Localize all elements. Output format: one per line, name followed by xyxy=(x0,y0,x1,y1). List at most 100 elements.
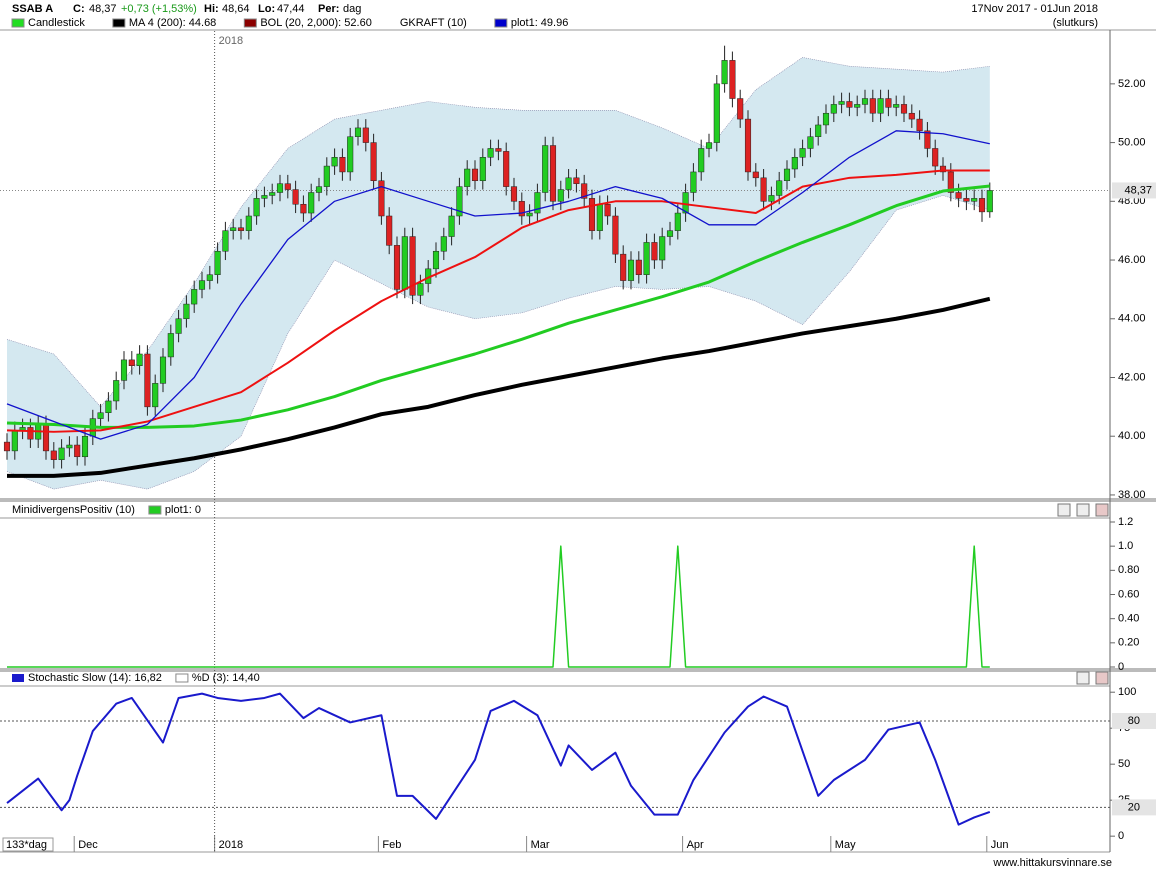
candle-body xyxy=(939,165,947,173)
x-tick-label: Dec xyxy=(78,839,98,851)
candle-body xyxy=(386,215,393,246)
candle-body xyxy=(635,259,642,275)
candle-body xyxy=(900,104,908,114)
candle-body xyxy=(885,98,892,108)
candle-body xyxy=(97,412,104,419)
low: 47,44 xyxy=(277,3,305,15)
candle-body xyxy=(471,168,479,182)
candle-body xyxy=(916,118,923,132)
legend-swatch xyxy=(243,18,257,28)
candle-body xyxy=(479,157,486,182)
candle-body xyxy=(175,318,182,334)
level-box xyxy=(1112,712,1156,729)
candle-body xyxy=(66,444,73,449)
high: 48,64 xyxy=(222,3,250,15)
candle-body xyxy=(682,192,689,214)
icon[interactable] xyxy=(1076,671,1090,685)
indicator-line xyxy=(6,692,991,826)
candle-body xyxy=(877,98,884,114)
candle-body xyxy=(237,227,245,231)
legend-label: MA 4 (200): 44.68 xyxy=(129,17,216,29)
candle-body xyxy=(370,142,377,182)
candle-body xyxy=(674,212,681,231)
candle-body xyxy=(908,112,915,120)
y-tick-label: 38.00 xyxy=(1118,489,1146,501)
candle-body xyxy=(830,104,837,114)
candle-body xyxy=(526,212,533,217)
candle-body xyxy=(74,444,81,458)
candle-body xyxy=(269,192,276,196)
icon[interactable] xyxy=(1057,503,1071,517)
candle-body xyxy=(315,186,323,193)
candle-body xyxy=(729,60,736,99)
candle-body xyxy=(245,215,252,231)
candle-body xyxy=(417,283,424,296)
legend-swatch xyxy=(494,18,508,28)
candle-body xyxy=(963,198,970,202)
candle-body xyxy=(690,171,697,193)
candle-body xyxy=(588,198,596,231)
candle-body xyxy=(955,192,962,199)
candle-body xyxy=(869,98,876,114)
candle-body xyxy=(230,227,237,231)
indicator-line xyxy=(7,545,990,668)
icon[interactable] xyxy=(1095,671,1109,685)
candle-body xyxy=(846,101,853,108)
candle-body xyxy=(822,112,830,126)
legend-label: %D (3): 14,40 xyxy=(192,672,260,684)
candle-body xyxy=(573,177,580,184)
y-tick-label: 0 xyxy=(1118,830,1124,842)
x-tick-label: 2018 xyxy=(219,839,243,851)
bollinger-upper xyxy=(6,57,990,408)
period-label: 133*dag xyxy=(6,839,47,851)
candle-body xyxy=(854,104,861,108)
candle-body xyxy=(604,203,611,217)
legend-label: GKRAFT (10) xyxy=(400,17,467,29)
candle-body xyxy=(698,148,705,173)
candle-body xyxy=(924,130,931,149)
candle-body xyxy=(222,230,229,252)
candle-body xyxy=(393,245,401,290)
candle-body xyxy=(183,303,190,320)
price-basis: (slutkurs) xyxy=(1053,17,1098,29)
candle-body xyxy=(191,289,198,305)
candle-body xyxy=(362,127,369,143)
legend-swatch xyxy=(11,18,25,28)
candle-body xyxy=(534,192,541,214)
icon[interactable] xyxy=(1095,503,1109,517)
candle-body xyxy=(487,148,494,158)
candle-body xyxy=(198,280,206,290)
panel-title: MinidivergensPositiv (10) xyxy=(12,504,135,516)
moving-average xyxy=(6,130,990,440)
y-tick-label: 1.0 xyxy=(1118,540,1133,552)
candle-body xyxy=(565,177,572,190)
candle-body xyxy=(932,148,939,167)
candle-body xyxy=(971,198,978,202)
candle-body xyxy=(206,274,213,281)
legend-swatch xyxy=(148,505,162,515)
candle-body xyxy=(815,124,822,137)
candle-body xyxy=(300,203,307,214)
year-label: 2018 xyxy=(219,35,243,47)
candle-body xyxy=(339,157,346,173)
y-tick-label: 40.00 xyxy=(1118,430,1146,442)
legend-label: plot1: 0 xyxy=(165,504,201,516)
x-tick-label: Feb xyxy=(382,839,401,851)
candle-body xyxy=(11,430,18,452)
candle-body xyxy=(401,236,408,290)
y-tick-label: 44.00 xyxy=(1118,313,1146,325)
candle-body xyxy=(113,380,120,402)
candle-body xyxy=(643,242,650,275)
candle-body xyxy=(81,435,89,458)
candle-body xyxy=(721,60,728,85)
candle-body xyxy=(768,195,775,202)
last-price-label: 48,37 xyxy=(1124,184,1152,196)
icon[interactable] xyxy=(1076,503,1090,517)
x-tick-label: Jun xyxy=(991,839,1009,851)
frame xyxy=(0,498,1156,502)
candle-body xyxy=(3,441,11,452)
bollinger-band xyxy=(7,57,990,490)
candle-body xyxy=(557,189,564,202)
candle-body xyxy=(947,171,954,193)
candle-body xyxy=(752,171,759,179)
